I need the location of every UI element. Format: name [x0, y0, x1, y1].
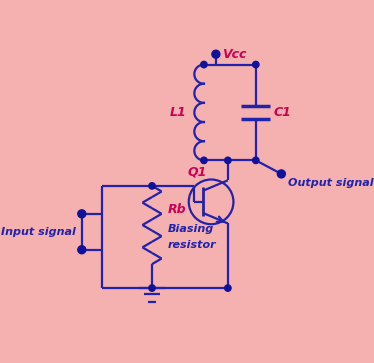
Text: C1: C1 [273, 106, 291, 119]
Circle shape [252, 61, 259, 68]
Text: Rb: Rb [168, 203, 187, 216]
Text: Q1: Q1 [187, 165, 206, 178]
Circle shape [225, 157, 231, 164]
Circle shape [225, 285, 231, 291]
Circle shape [212, 50, 220, 58]
Circle shape [201, 61, 207, 68]
Circle shape [149, 183, 155, 189]
Circle shape [252, 157, 259, 164]
Text: L1: L1 [169, 106, 186, 119]
Circle shape [278, 170, 285, 178]
Circle shape [201, 157, 207, 164]
Circle shape [78, 210, 86, 218]
Text: resistor: resistor [168, 240, 217, 250]
Text: Output signal: Output signal [288, 179, 373, 188]
Text: Vcc: Vcc [222, 48, 246, 61]
Circle shape [78, 246, 86, 254]
Circle shape [149, 285, 155, 291]
Text: Input signal: Input signal [0, 227, 76, 237]
Text: Biasing: Biasing [168, 224, 214, 234]
